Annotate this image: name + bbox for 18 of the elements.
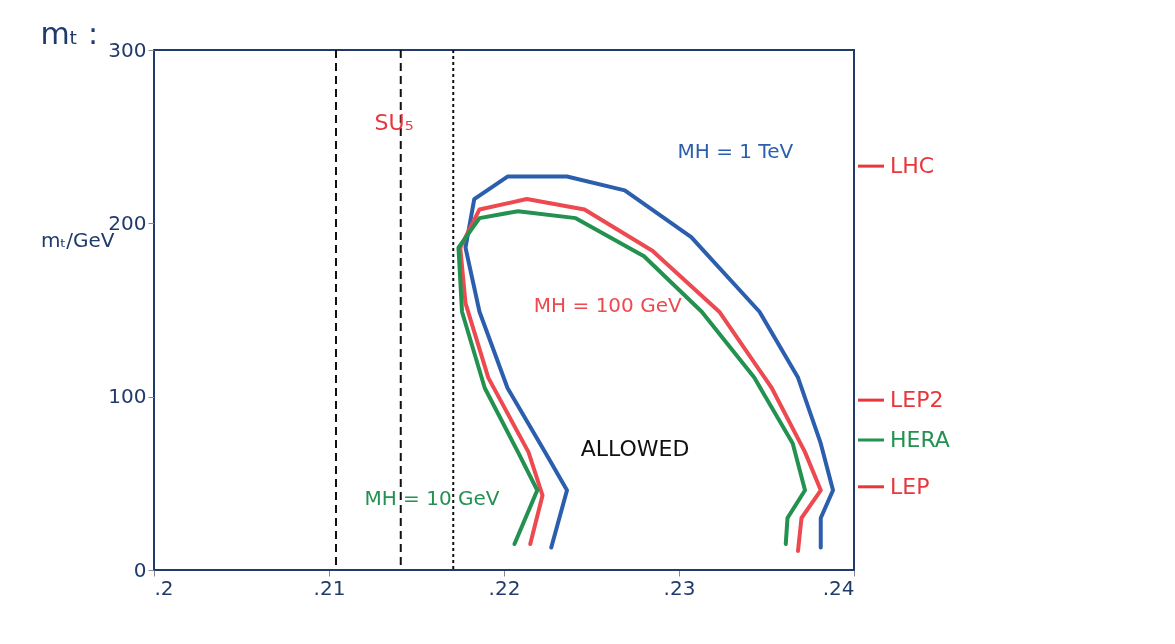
ref-line-label: LEP2 <box>890 387 944 413</box>
x-tick-label: .24 <box>822 575 855 600</box>
x-tick-label: .2 <box>154 575 174 600</box>
chart-title: mₜ : <box>40 16 99 51</box>
annotation: SU₅ <box>374 110 414 135</box>
ref-line-label: LHC <box>890 153 935 179</box>
y-tick-label: 300 <box>108 37 147 62</box>
series-label: MH = 10 GeV <box>364 486 500 510</box>
ref-line-label: LEP <box>890 473 930 499</box>
x-tick-label: .23 <box>663 575 696 600</box>
x-tick-label: .21 <box>313 575 346 600</box>
y-tick-label: 100 <box>108 384 147 409</box>
x-tick-label: .22 <box>488 575 521 600</box>
annotation: ALLOWED <box>580 436 690 461</box>
text: MH = 1 TeV <box>677 138 794 163</box>
ref-line-label: HERA <box>890 427 950 452</box>
series-label: MH = 100 GeV <box>533 293 682 318</box>
y-tick-label: 0 <box>133 557 147 582</box>
